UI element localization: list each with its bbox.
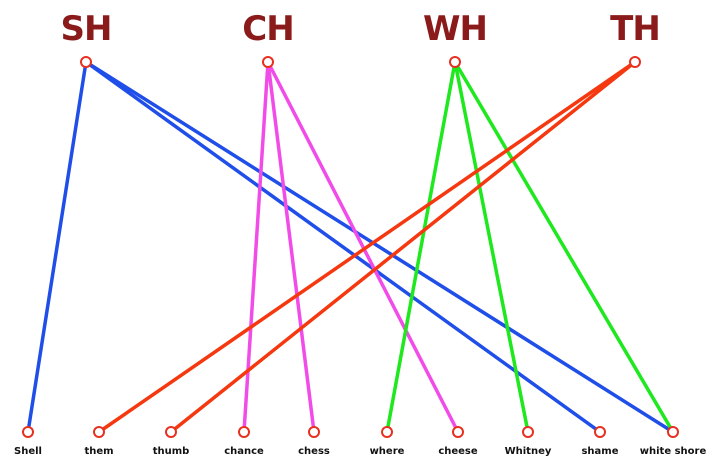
digraph-label-wh: WH [423,9,487,49]
word-nodes [22,426,679,438]
word-node-chance[interactable] [238,426,250,438]
digraph-nodes [80,56,641,68]
connection-ch-chess [266,60,316,434]
word-node-shame[interactable] [594,426,606,438]
connection-wh-white-shore [453,60,675,434]
connection-ch-cheese [266,60,460,434]
connection-th-thumb [169,60,637,434]
word-node-chess[interactable] [308,426,320,438]
digraph-node-sh[interactable] [80,56,92,68]
word-label-white-shore: white shore [640,446,707,457]
connection-wh-where [385,60,457,434]
word-label-shame: shame [581,446,618,457]
digraph-label-sh: SH [61,9,112,49]
word-node-shell[interactable] [22,426,34,438]
word-labels: Shell them thumb chance chess where cheese Whit… [14,446,706,457]
connection-th-them [97,60,637,434]
word-node-white-shore[interactable] [667,426,679,438]
digraph-labels: SH CH WH TH [61,9,661,49]
word-label-whitney: Whitney [505,446,552,457]
word-node-where[interactable] [381,426,393,438]
digraph-node-ch[interactable] [262,56,274,68]
connection-sh-shame [84,60,602,434]
word-label-cheese: cheese [438,446,478,457]
digraph-node-wh[interactable] [449,56,461,68]
digraph-label-ch: CH [242,9,293,49]
word-label-chance: chance [224,446,264,457]
word-label-shell: Shell [14,446,42,457]
word-node-them[interactable] [93,426,105,438]
digraph-node-th[interactable] [629,56,641,68]
word-label-where: where [370,446,405,457]
connection-sh-white-shore [84,60,675,434]
connection-wh-whitney [453,60,530,434]
connection-lines [26,60,675,434]
connection-sh-shell [26,60,88,434]
word-node-cheese[interactable] [452,426,464,438]
word-label-chess: chess [298,446,330,457]
word-node-thumb[interactable] [165,426,177,438]
word-label-thumb: thumb [153,446,190,457]
digraph-label-th: TH [610,9,660,49]
connection-ch-chance [242,60,270,434]
word-node-whitney[interactable] [522,426,534,438]
word-label-them: them [84,446,113,457]
